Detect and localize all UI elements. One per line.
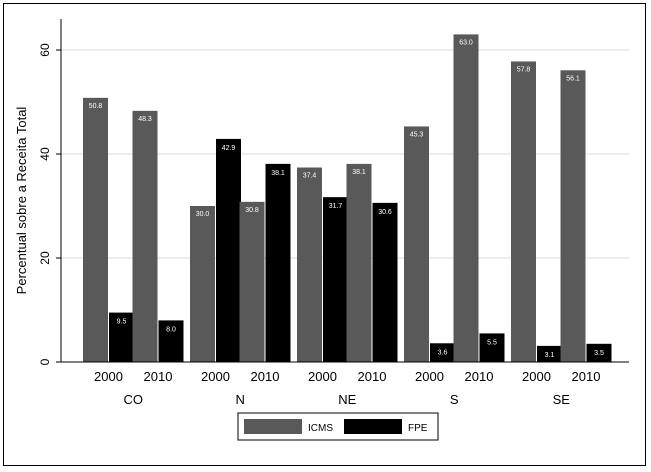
x-tick-label-year: 2000 — [415, 369, 444, 384]
bar-fpe — [265, 163, 291, 362]
data-label-fpe: 5.5 — [487, 339, 497, 346]
y-tick-label: 60 — [38, 43, 52, 57]
x-tick-label-year: 2010 — [465, 369, 494, 384]
bar-icms — [83, 97, 108, 362]
bar-icms — [346, 163, 372, 362]
data-label-fpe: 3.6 — [438, 349, 448, 356]
y-tick-label: 0 — [38, 358, 52, 365]
data-label-fpe: 9.5 — [117, 319, 127, 326]
x-tick-label-year: 2010 — [572, 369, 601, 384]
x-group-label: S — [450, 392, 459, 407]
x-tick-label-year: 2000 — [94, 369, 123, 384]
chart-frame: 50.8 9.5 48.3 8.0 30.0 42.9 30.8 38.1 37.4 31.7 38… — [3, 3, 646, 466]
x-tick-label-year: 2000 — [522, 369, 551, 384]
data-label-icms: 57.8 — [517, 66, 531, 73]
data-label-fpe: 30.6 — [378, 209, 392, 216]
data-label-icms: 30.0 — [196, 211, 210, 218]
axes: 0 20 40 60 2000 2010 2000 2010 2000 2010 2000 2010 2… — [38, 19, 629, 407]
bar-icms — [297, 167, 322, 362]
bar-icms — [190, 206, 215, 362]
bar-icms — [239, 201, 265, 362]
bar-fpe — [479, 333, 505, 362]
y-axis-label: Percentual sobre a Receita Total — [14, 107, 29, 295]
bar-icms — [404, 126, 429, 362]
x-group-label: N — [236, 392, 245, 407]
y-tick-label: 40 — [38, 147, 52, 161]
bar-chart: 50.8 9.5 48.3 8.0 30.0 42.9 30.8 38.1 37.4 31.7 38… — [14, 19, 629, 441]
bar-icms — [132, 110, 158, 362]
x-tick-label-year: 2000 — [308, 369, 337, 384]
data-label-fpe: 3.1 — [545, 352, 555, 359]
data-label-fpe: 31.7 — [329, 203, 343, 210]
x-tick-label-year: 2000 — [201, 369, 230, 384]
data-label-fpe: 3.5 — [594, 350, 604, 357]
data-label-icms: 38.1 — [352, 169, 366, 176]
bar-icms — [511, 61, 536, 362]
data-label-fpe: 8.0 — [166, 326, 176, 333]
data-label-icms: 48.3 — [138, 116, 152, 123]
data-label-fpe: 38.1 — [271, 170, 285, 177]
bar-fpe — [372, 202, 398, 362]
x-group-label: CO — [124, 392, 144, 407]
bar-fpe — [430, 343, 455, 362]
legend-label: FPE — [408, 423, 428, 434]
legend-swatch — [344, 419, 402, 434]
bar-fpe — [586, 343, 612, 362]
y-tick-label: 20 — [38, 251, 52, 265]
x-group-label: NE — [338, 392, 356, 407]
data-label-icms: 50.8 — [89, 103, 103, 110]
data-label-icms: 45.3 — [410, 131, 424, 138]
data-label-icms: 30.8 — [245, 207, 259, 214]
legend-swatch — [244, 419, 302, 434]
legend-label: ICMS — [308, 423, 333, 434]
x-tick-label-year: 2010 — [358, 369, 387, 384]
bars: 50.8 9.5 48.3 8.0 30.0 42.9 30.8 38.1 37.4 31.7 38… — [83, 34, 612, 363]
data-label-fpe: 42.9 — [222, 145, 236, 152]
x-tick-label-year: 2010 — [251, 369, 280, 384]
bar-icms — [560, 70, 586, 362]
x-group-label: SE — [553, 392, 571, 407]
data-label-icms: 63.0 — [459, 39, 473, 46]
bar-fpe — [323, 197, 348, 362]
bar-fpe — [109, 312, 134, 362]
bar-icms — [453, 34, 479, 363]
data-label-icms: 56.1 — [566, 75, 580, 82]
bar-fpe — [216, 138, 241, 362]
data-label-icms: 37.4 — [303, 173, 317, 180]
bar-fpe — [537, 345, 562, 362]
legend: ICMS FPE — [237, 412, 439, 441]
x-tick-label-year: 2010 — [144, 369, 173, 384]
bar-fpe — [158, 320, 184, 362]
